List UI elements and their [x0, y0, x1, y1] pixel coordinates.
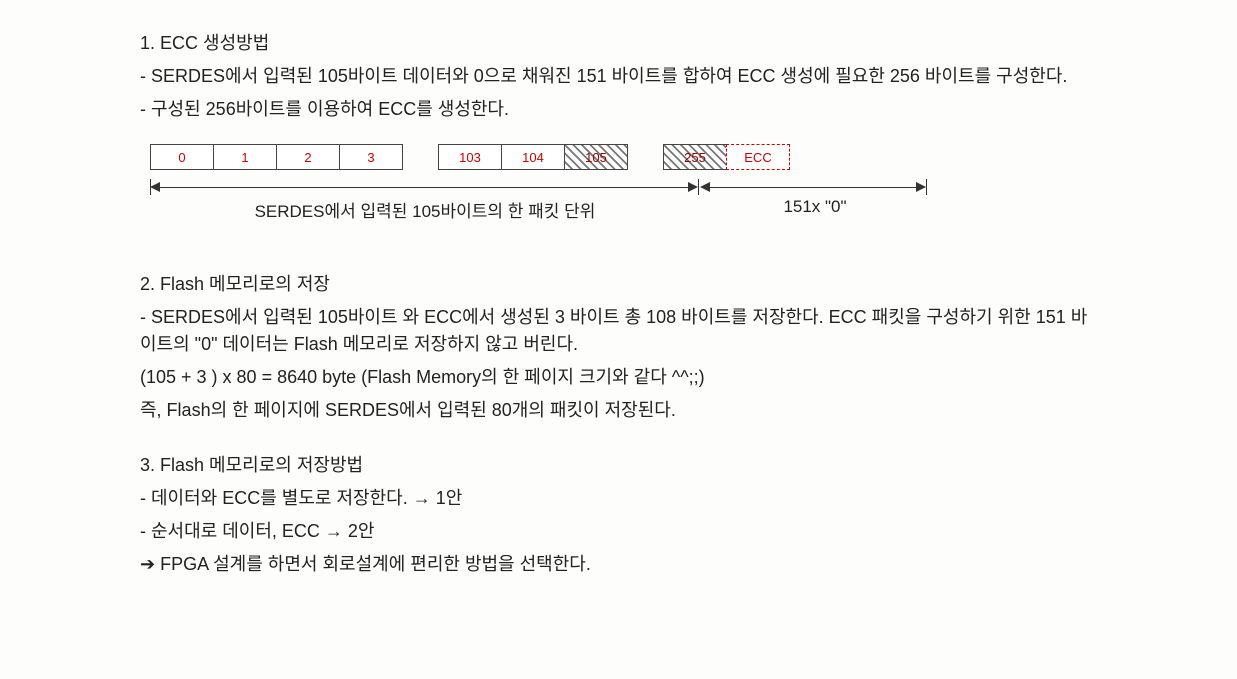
dim-label-2: 151x "0" [710, 197, 920, 217]
arrow-right-icon [916, 182, 926, 192]
dim-tick [926, 179, 927, 195]
section3-line3: ➔ FPGA 설계를 하면서 회로설계에 편리한 방법을 선택한다. [140, 551, 1097, 578]
section3-line2: - 순서대로 데이터, ECC → 2안 [140, 518, 1097, 545]
dim-line-1 [158, 187, 696, 188]
dim-tick [698, 179, 699, 195]
byte-cell-103: 103 [438, 144, 502, 170]
section3-heading: 3. Flash 메모리로의 저장방법 [140, 452, 1097, 479]
byte-cell-104: 104 [501, 144, 565, 170]
dim-label-1: SERDES에서 입력된 105바이트의 한 패킷 단위 [190, 197, 660, 222]
arrow-right-icon [688, 182, 698, 192]
section2-line1: - SERDES에서 입력된 105바이트 와 ECC에서 생성된 3 바이트 … [140, 304, 1097, 358]
document-page: 1. ECC 생성방법 - SERDES에서 입력된 105바이트 데이터와 0… [0, 0, 1237, 679]
section3-line1: - 데이터와 ECC를 별도로 저장한다. → 1안 [140, 485, 1097, 512]
byte-cell-1: 1 [213, 144, 277, 170]
byte-cell-255-hatched: 255 [663, 144, 727, 170]
section1-line1: - SERDES에서 입력된 105바이트 데이터와 0으로 채워진 151 바… [140, 63, 1097, 90]
byte-cell-ecc: ECC [726, 144, 790, 170]
byte-cell-2: 2 [276, 144, 340, 170]
byte-cell-3: 3 [339, 144, 403, 170]
section1-heading: 1. ECC 생성방법 [140, 30, 1097, 57]
byte-row: 0 1 2 3 103 104 105 255 ECC [150, 143, 790, 171]
dim-line-2 [708, 187, 916, 188]
section2-line2: (105 + 3 ) x 80 = 8640 byte (Flash Memor… [140, 364, 1097, 391]
section1-line2: - 구성된 256바이트를 이용하여 ECC를 생성한다. [140, 96, 1097, 123]
section2-heading: 2. Flash 메모리로의 저장 [140, 271, 1097, 298]
section2-line3: 즉, Flash의 한 페이지에 SERDES에서 입력된 80개의 패킷이 저… [140, 397, 1097, 424]
byte-cell-0: 0 [150, 144, 214, 170]
byte-cell-105-hatched: 105 [564, 144, 628, 170]
byte-layout-diagram: 0 1 2 3 103 104 105 255 ECC SERDES에서 입력된… [150, 143, 1050, 243]
